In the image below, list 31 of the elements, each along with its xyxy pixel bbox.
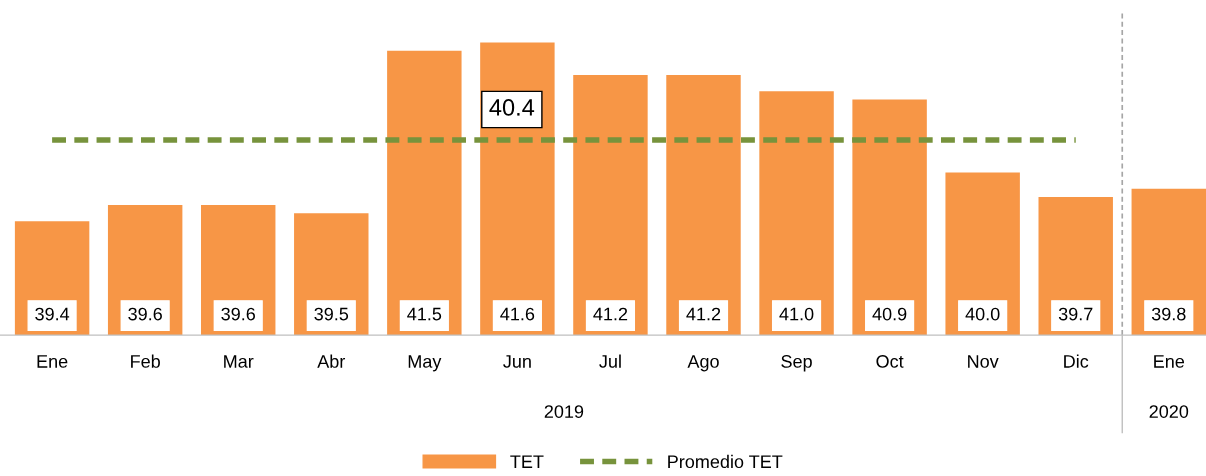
x-tick-label: Oct: [876, 355, 904, 368]
data-label: 41.2: [593, 307, 628, 321]
x-tick-label: Abr: [317, 354, 346, 368]
legend-label: TET: [510, 455, 544, 468]
x-tick-label: May: [408, 355, 442, 372]
x-tick-label: Dic: [1064, 354, 1089, 368]
x-tick-label: Feb: [131, 354, 160, 368]
data-label: 41.6: [500, 307, 535, 321]
annotation: 40.4: [489, 99, 535, 116]
x-tick-label: Jul: [599, 354, 621, 368]
data-label: 41.2: [686, 307, 721, 321]
data-label: 39.6: [221, 307, 255, 321]
x-tick-label: Ago: [687, 355, 719, 372]
legend-label: Promedio TET: [668, 454, 783, 469]
x-tick-label: Ene: [37, 355, 68, 368]
text: 2019: [544, 405, 584, 418]
x-tick-label: Jun: [503, 355, 531, 368]
x-tick-label: Ene: [1154, 355, 1185, 368]
x-tick-label: Nov: [968, 355, 999, 368]
data-label: 40.9: [872, 307, 907, 321]
data-label: 41.5: [407, 307, 442, 321]
data-label: 40.0: [965, 307, 1000, 321]
x-tick-label: Sep: [781, 355, 812, 372]
data-label: 39.5: [314, 307, 349, 321]
data-label: 39.7: [1058, 307, 1093, 321]
data-label: 39.4: [35, 307, 70, 321]
text: 2020: [1149, 405, 1189, 418]
data-label: 41.0: [779, 307, 814, 321]
x-tick-label: Mar: [224, 355, 254, 368]
data-label: 39.8: [1151, 307, 1186, 321]
data-label: 39.6: [128, 307, 162, 321]
